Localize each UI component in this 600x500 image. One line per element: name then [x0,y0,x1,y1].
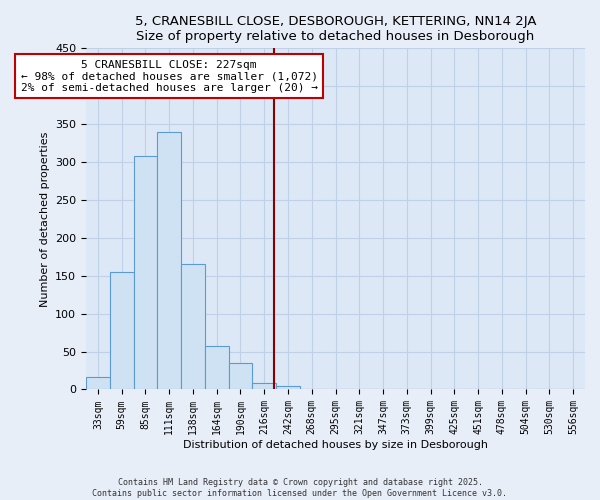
X-axis label: Distribution of detached houses by size in Desborough: Distribution of detached houses by size … [183,440,488,450]
Bar [253,382,276,390]
Bar [276,386,300,390]
Text: 5 CRANESBILL CLOSE: 227sqm
← 98% of detached houses are smaller (1,072)
2% of se: 5 CRANESBILL CLOSE: 227sqm ← 98% of deta… [20,60,317,93]
Bar [86,376,110,390]
Title: 5, CRANESBILL CLOSE, DESBOROUGH, KETTERING, NN14 2JA
Size of property relative t: 5, CRANESBILL CLOSE, DESBOROUGH, KETTERI… [135,15,536,43]
Bar [561,388,585,390]
Bar [323,388,347,390]
Bar [181,264,205,390]
Bar [134,156,157,390]
Bar [110,272,134,390]
Bar [205,346,229,390]
Bar [229,363,253,390]
Bar [442,388,466,390]
Y-axis label: Number of detached properties: Number of detached properties [40,131,50,306]
Bar [300,388,323,390]
Bar [157,132,181,390]
Text: Contains HM Land Registry data © Crown copyright and database right 2025.
Contai: Contains HM Land Registry data © Crown c… [92,478,508,498]
